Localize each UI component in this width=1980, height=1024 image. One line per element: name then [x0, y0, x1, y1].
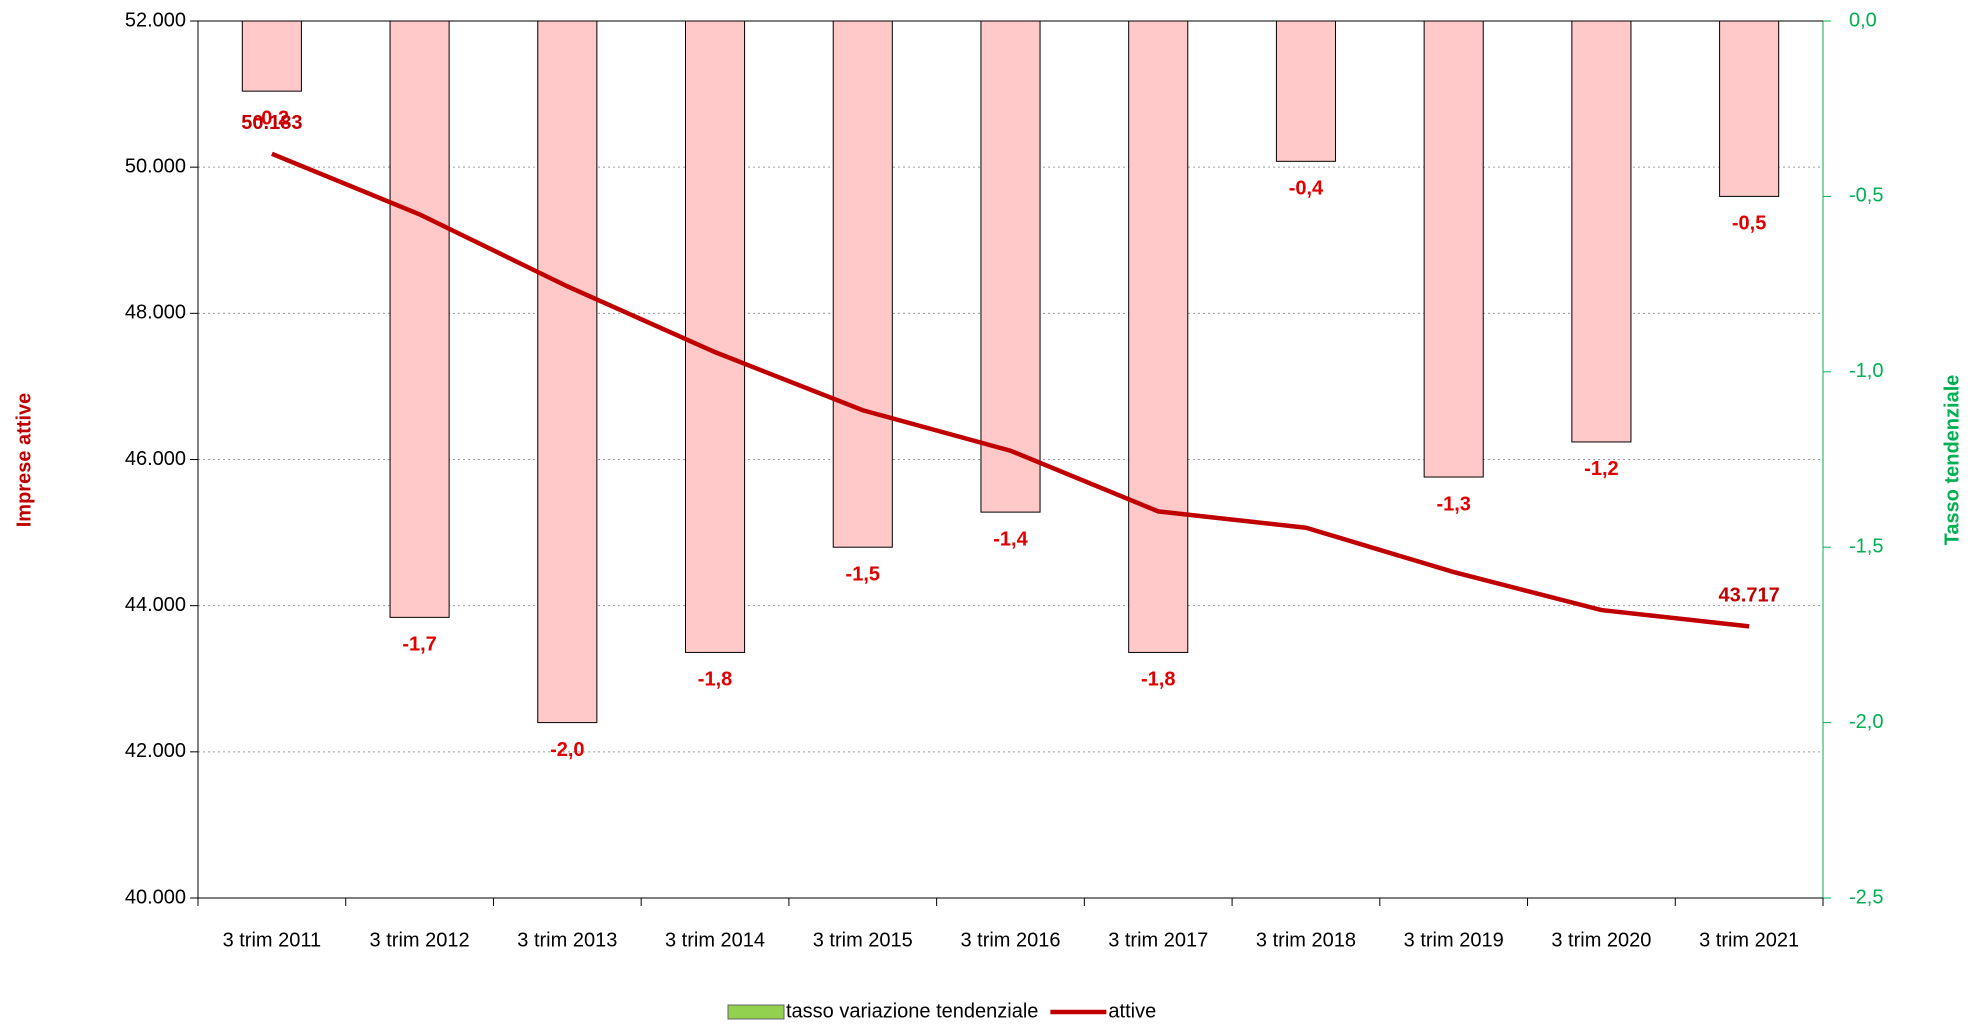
x-tick-label: 3 trim 2012 — [370, 929, 470, 951]
bar — [389, 20, 450, 618]
bar-value-label: -1,8 — [1141, 669, 1175, 691]
bar-value-label: -1,8 — [698, 669, 732, 691]
y-tick-label: 52.000 — [125, 9, 186, 31]
legend-label: tasso variazione tendenziale — [786, 1000, 1038, 1022]
line-value-label: 50.183 — [241, 112, 302, 134]
x-tick-label: 3 trim 2021 — [1699, 929, 1799, 951]
x-tick-label: 3 trim 2020 — [1551, 929, 1651, 951]
bar — [1128, 20, 1189, 653]
x-tick-label: 3 trim 2019 — [1404, 929, 1504, 951]
y2-tick-label: -1,0 — [1849, 360, 1883, 382]
bar — [1423, 20, 1484, 478]
y-tick-label: 46.000 — [125, 448, 186, 470]
y2-tick-label: -1,5 — [1849, 535, 1883, 557]
x-tick-label: 3 trim 2015 — [813, 929, 913, 951]
bar — [537, 20, 598, 724]
x-tick-label: 3 trim 2011 — [223, 929, 322, 951]
y2-tick-label: -0,5 — [1849, 185, 1883, 207]
x-tick-label: 3 trim 2017 — [1108, 929, 1208, 951]
y-tick-label: 44.000 — [125, 594, 186, 616]
y2-tick-label: -2,0 — [1849, 711, 1883, 733]
bar — [980, 20, 1041, 513]
x-tick-label: 3 trim 2016 — [960, 929, 1060, 951]
bar-value-label: -1,7 — [402, 634, 436, 656]
y2-axis-title: Tasso tendenziale — [1941, 375, 1963, 546]
bar-value-label: -0,4 — [1289, 178, 1324, 200]
x-tick-label: 3 trim 2014 — [665, 929, 765, 951]
x-tick-label: 3 trim 2013 — [517, 929, 617, 951]
bar — [1571, 20, 1632, 443]
line-value-label: 43.717 — [1719, 585, 1780, 607]
bar — [832, 20, 893, 548]
y-tick-label: 42.000 — [125, 740, 186, 762]
bar — [241, 20, 302, 92]
line — [271, 151, 1750, 629]
x-tick-label: 3 trim 2018 — [1256, 929, 1356, 951]
bar-value-label: -1,4 — [993, 528, 1028, 550]
y-axis-title: Imprese attive — [13, 393, 35, 528]
bar-value-label: -1,2 — [1584, 458, 1618, 480]
bar-value-label: -0,2 — [255, 107, 289, 129]
bar-value-label: -1,5 — [846, 563, 880, 585]
bar — [685, 20, 746, 653]
bar-value-label: -2,0 — [550, 739, 584, 761]
y-tick-label: 48.000 — [125, 302, 186, 324]
y2-tick-label: 0,0 — [1849, 9, 1877, 31]
bar-value-label: -0,5 — [1732, 213, 1766, 235]
bar — [1275, 20, 1336, 162]
legend-swatch — [727, 1004, 785, 1020]
y2-tick-label: -2,5 — [1849, 886, 1883, 908]
bar — [1719, 20, 1780, 197]
legend-label: attive — [1108, 1000, 1156, 1022]
y-tick-label: 40.000 — [125, 886, 186, 908]
bar-value-label: -1,3 — [1436, 493, 1470, 515]
y-tick-label: 50.000 — [125, 155, 186, 177]
